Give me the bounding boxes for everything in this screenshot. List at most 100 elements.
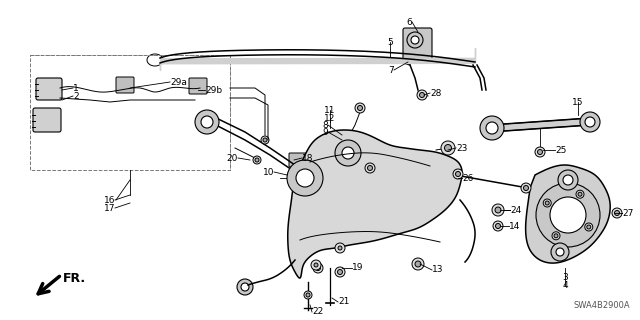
Circle shape [486, 122, 498, 134]
Circle shape [365, 163, 375, 173]
Text: 7: 7 [388, 66, 394, 75]
Circle shape [550, 197, 586, 233]
Text: 19: 19 [352, 263, 364, 273]
Circle shape [316, 266, 321, 270]
Text: 14: 14 [509, 221, 520, 230]
Text: FR.: FR. [63, 271, 86, 284]
Circle shape [306, 293, 310, 297]
Polygon shape [288, 130, 462, 278]
Circle shape [492, 204, 504, 216]
Text: 23: 23 [456, 143, 467, 153]
Text: 2: 2 [73, 92, 79, 100]
Circle shape [296, 169, 314, 187]
Text: 22: 22 [312, 308, 323, 316]
Circle shape [585, 223, 593, 231]
Text: 29a: 29a [170, 77, 187, 86]
Circle shape [335, 140, 361, 166]
Circle shape [521, 183, 531, 193]
Circle shape [441, 141, 455, 155]
Circle shape [535, 147, 545, 157]
Circle shape [612, 208, 622, 218]
Circle shape [311, 260, 321, 270]
Text: 1: 1 [73, 84, 79, 92]
Text: 16: 16 [104, 196, 115, 204]
Circle shape [524, 186, 529, 190]
Circle shape [551, 243, 569, 261]
Circle shape [335, 243, 345, 253]
Circle shape [558, 170, 578, 190]
FancyBboxPatch shape [116, 77, 134, 93]
Circle shape [335, 267, 345, 277]
Circle shape [552, 232, 560, 240]
Text: 10: 10 [262, 167, 274, 177]
Circle shape [495, 207, 501, 213]
Circle shape [342, 147, 354, 159]
Text: 12: 12 [324, 114, 336, 123]
Circle shape [195, 110, 219, 134]
Circle shape [241, 283, 249, 291]
FancyBboxPatch shape [33, 108, 61, 132]
Text: 21: 21 [338, 298, 349, 307]
Circle shape [538, 149, 543, 155]
Circle shape [536, 183, 600, 247]
Circle shape [367, 165, 372, 171]
Circle shape [576, 190, 584, 198]
Text: 29b: 29b [205, 85, 222, 94]
FancyBboxPatch shape [36, 78, 62, 100]
Text: 18: 18 [302, 154, 314, 163]
Circle shape [412, 258, 424, 270]
Text: 25: 25 [555, 146, 566, 155]
Circle shape [493, 221, 503, 231]
Circle shape [337, 269, 342, 275]
Circle shape [556, 248, 564, 256]
Polygon shape [525, 165, 610, 263]
Circle shape [580, 112, 600, 132]
Circle shape [543, 199, 551, 207]
Circle shape [338, 246, 342, 250]
Circle shape [585, 117, 595, 127]
Text: 15: 15 [572, 98, 584, 107]
Text: 28: 28 [430, 89, 442, 98]
Circle shape [313, 263, 323, 273]
Text: 11: 11 [324, 106, 336, 115]
Circle shape [355, 103, 365, 113]
FancyBboxPatch shape [403, 28, 432, 60]
Text: 6: 6 [406, 18, 412, 27]
Circle shape [201, 116, 213, 128]
Text: 5: 5 [387, 37, 393, 46]
Text: 26: 26 [462, 173, 474, 182]
Text: 20: 20 [227, 154, 238, 163]
Circle shape [563, 175, 573, 185]
Circle shape [253, 156, 261, 164]
Bar [30, 55, 230, 170]
Circle shape [578, 192, 582, 196]
Text: 24: 24 [510, 205, 521, 214]
Text: 13: 13 [432, 266, 444, 275]
Circle shape [261, 136, 269, 144]
Circle shape [456, 172, 461, 177]
Circle shape [415, 261, 421, 267]
Circle shape [263, 138, 267, 142]
Circle shape [407, 32, 423, 48]
Circle shape [554, 234, 558, 238]
Circle shape [419, 92, 424, 98]
Text: 4: 4 [562, 282, 568, 291]
Circle shape [445, 145, 451, 151]
Circle shape [411, 36, 419, 44]
Circle shape [304, 291, 312, 299]
Circle shape [614, 211, 620, 215]
Polygon shape [490, 118, 590, 132]
Text: 27: 27 [622, 209, 634, 218]
Circle shape [417, 90, 427, 100]
FancyBboxPatch shape [289, 153, 307, 167]
Text: 8: 8 [323, 121, 328, 130]
Circle shape [358, 106, 362, 110]
Circle shape [480, 116, 504, 140]
Text: SWA4B2900A: SWA4B2900A [573, 301, 630, 310]
Circle shape [587, 225, 591, 229]
Circle shape [287, 160, 323, 196]
Text: 17: 17 [104, 204, 115, 212]
Circle shape [314, 263, 318, 267]
Circle shape [545, 201, 549, 205]
Circle shape [453, 169, 463, 179]
